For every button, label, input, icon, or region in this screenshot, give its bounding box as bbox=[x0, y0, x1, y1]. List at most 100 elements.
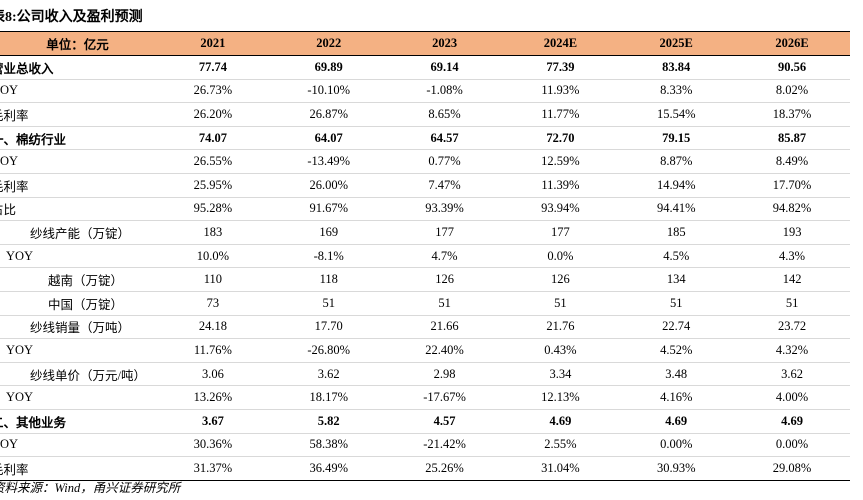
value-cell: 4.7% bbox=[386, 244, 503, 269]
row-label: YOY bbox=[0, 338, 155, 363]
table-row: 纱线产能（万锭） 183 169 177 177 185 193 bbox=[0, 220, 850, 245]
table-row: YOY30.36%58.38%-21.42%2.55%0.00%0.00% bbox=[0, 433, 850, 458]
value-cell: 185 bbox=[618, 220, 735, 245]
row-label: YOY bbox=[0, 149, 155, 174]
row-label: YOY bbox=[0, 433, 155, 458]
column-header: 2021 bbox=[155, 31, 271, 56]
table-row: 毛利率26.20%26.87%8.65%11.77%15.54%18.37% bbox=[0, 102, 850, 127]
value-cell: 126 bbox=[386, 267, 503, 292]
value-cell: 21.66 bbox=[386, 315, 503, 340]
value-cell: 24.18 bbox=[155, 315, 271, 340]
value-cell: 26.00% bbox=[270, 173, 387, 198]
value-cell: 11.76% bbox=[155, 338, 271, 363]
table-row: 纱线销量（万吨） 24.18 17.70 21.66 21.76 22.74 23.72 bbox=[0, 315, 850, 340]
value-cell: 25.26% bbox=[386, 456, 503, 481]
value-cell: 0.0% bbox=[502, 244, 619, 269]
value-cell: 3.48 bbox=[618, 362, 735, 387]
value-cell: 69.14 bbox=[386, 55, 503, 80]
column-header: 2024E bbox=[502, 31, 619, 56]
value-cell: 12.13% bbox=[502, 385, 619, 410]
value-cell: 10.0% bbox=[155, 244, 271, 269]
value-cell: 14.94% bbox=[618, 173, 735, 198]
value-cell: 83.84 bbox=[618, 55, 735, 80]
value-cell: 93.39% bbox=[386, 197, 503, 222]
value-cell: 4.5% bbox=[618, 244, 735, 269]
value-cell: -10.10% bbox=[270, 79, 387, 104]
value-cell: 29.08% bbox=[734, 456, 850, 481]
value-cell: 177 bbox=[386, 220, 503, 245]
value-cell: 64.57 bbox=[386, 125, 503, 151]
source-note: 资料来源：Wind，甬兴证券研究所 bbox=[0, 481, 181, 495]
value-cell: 13.26% bbox=[155, 385, 271, 410]
value-cell: 18.17% bbox=[270, 385, 387, 410]
value-cell: 31.37% bbox=[155, 456, 271, 481]
value-cell: 17.70 bbox=[270, 315, 387, 340]
value-cell: 3.67 bbox=[155, 408, 271, 434]
value-cell: 22.74 bbox=[618, 315, 735, 340]
value-cell: 8.02% bbox=[734, 79, 850, 104]
value-cell: 51 bbox=[734, 291, 850, 316]
value-cell: 25.95% bbox=[155, 173, 271, 198]
table-row: 占比95.28%91.67%93.39%93.94%94.41%94.82% bbox=[0, 197, 850, 222]
value-cell: 79.15 bbox=[618, 125, 735, 151]
table-row: 越南（万锭） 110 118 126 126 134 142 bbox=[0, 267, 850, 292]
table-body: 营业总收入77.7469.8969.1477.3983.8490.56YOY26… bbox=[0, 55, 850, 481]
column-header: 2026E bbox=[734, 31, 850, 56]
table-title: 表8:公司收入及盈利预测 bbox=[0, 10, 143, 25]
value-cell: 85.87 bbox=[734, 125, 850, 151]
value-cell: 4.69 bbox=[618, 408, 735, 434]
value-cell: 8.87% bbox=[618, 149, 735, 174]
row-label: 纱线销量（万吨） bbox=[0, 315, 155, 340]
value-cell: 118 bbox=[270, 267, 387, 292]
value-cell: 8.49% bbox=[734, 149, 850, 174]
row-label: 占比 bbox=[0, 197, 155, 222]
value-cell: -8.1% bbox=[270, 244, 387, 269]
value-cell: 4.69 bbox=[502, 408, 619, 434]
value-cell: 0.43% bbox=[502, 338, 619, 363]
value-cell: 4.32% bbox=[734, 338, 850, 363]
value-cell: 77.39 bbox=[502, 55, 619, 80]
value-cell: 30.36% bbox=[155, 433, 271, 458]
value-cell: 36.49% bbox=[270, 456, 387, 481]
value-cell: 4.00% bbox=[734, 385, 850, 410]
row-label: 毛利率 bbox=[0, 173, 155, 198]
value-cell: 2.55% bbox=[502, 433, 619, 458]
value-cell: 193 bbox=[734, 220, 850, 245]
column-header: 2022 bbox=[270, 31, 387, 56]
row-label: 纱线产能（万锭） bbox=[0, 220, 155, 245]
value-cell: 5.82 bbox=[270, 408, 387, 434]
value-cell: 11.39% bbox=[502, 173, 619, 198]
value-cell: 51 bbox=[618, 291, 735, 316]
value-cell: 3.06 bbox=[155, 362, 271, 387]
row-label: 营业总收入 bbox=[0, 55, 155, 80]
value-cell: -21.42% bbox=[386, 433, 503, 458]
value-cell: 30.93% bbox=[618, 456, 735, 481]
value-cell: 94.41% bbox=[618, 197, 735, 222]
value-cell: 3.62 bbox=[270, 362, 387, 387]
table-row: YOY26.55%-13.49%0.77%12.59%8.87%8.49% bbox=[0, 149, 850, 174]
value-cell: 18.37% bbox=[734, 102, 850, 127]
value-cell: -13.49% bbox=[270, 149, 387, 174]
row-label: YOY bbox=[0, 79, 155, 104]
value-cell: 110 bbox=[155, 267, 271, 292]
value-cell: 4.3% bbox=[734, 244, 850, 269]
header-row: 单位：亿元 2021 2022 2023 2024E 2025E 2026E bbox=[0, 31, 850, 56]
table-row: YOY26.73%-10.10%-1.08%11.93%8.33%8.02% bbox=[0, 79, 850, 104]
value-cell: 4.69 bbox=[734, 408, 850, 434]
value-cell: 26.20% bbox=[155, 102, 271, 127]
value-cell: 64.07 bbox=[270, 125, 387, 151]
row-label: 中国（万锭） bbox=[0, 291, 155, 316]
value-cell: 72.70 bbox=[502, 125, 619, 151]
table-row: 中国（万锭） 73 51 51 51 51 51 bbox=[0, 291, 850, 316]
value-cell: 51 bbox=[386, 291, 503, 316]
row-label: YOY bbox=[0, 244, 155, 269]
value-cell: 21.76 bbox=[502, 315, 619, 340]
table-row: 毛利率31.37%36.49%25.26%31.04%30.93%29.08% bbox=[0, 456, 850, 481]
value-cell: 126 bbox=[502, 267, 619, 292]
value-cell: -17.67% bbox=[386, 385, 503, 410]
row-label: 毛利率 bbox=[0, 102, 155, 127]
value-cell: 2.98 bbox=[386, 362, 503, 387]
